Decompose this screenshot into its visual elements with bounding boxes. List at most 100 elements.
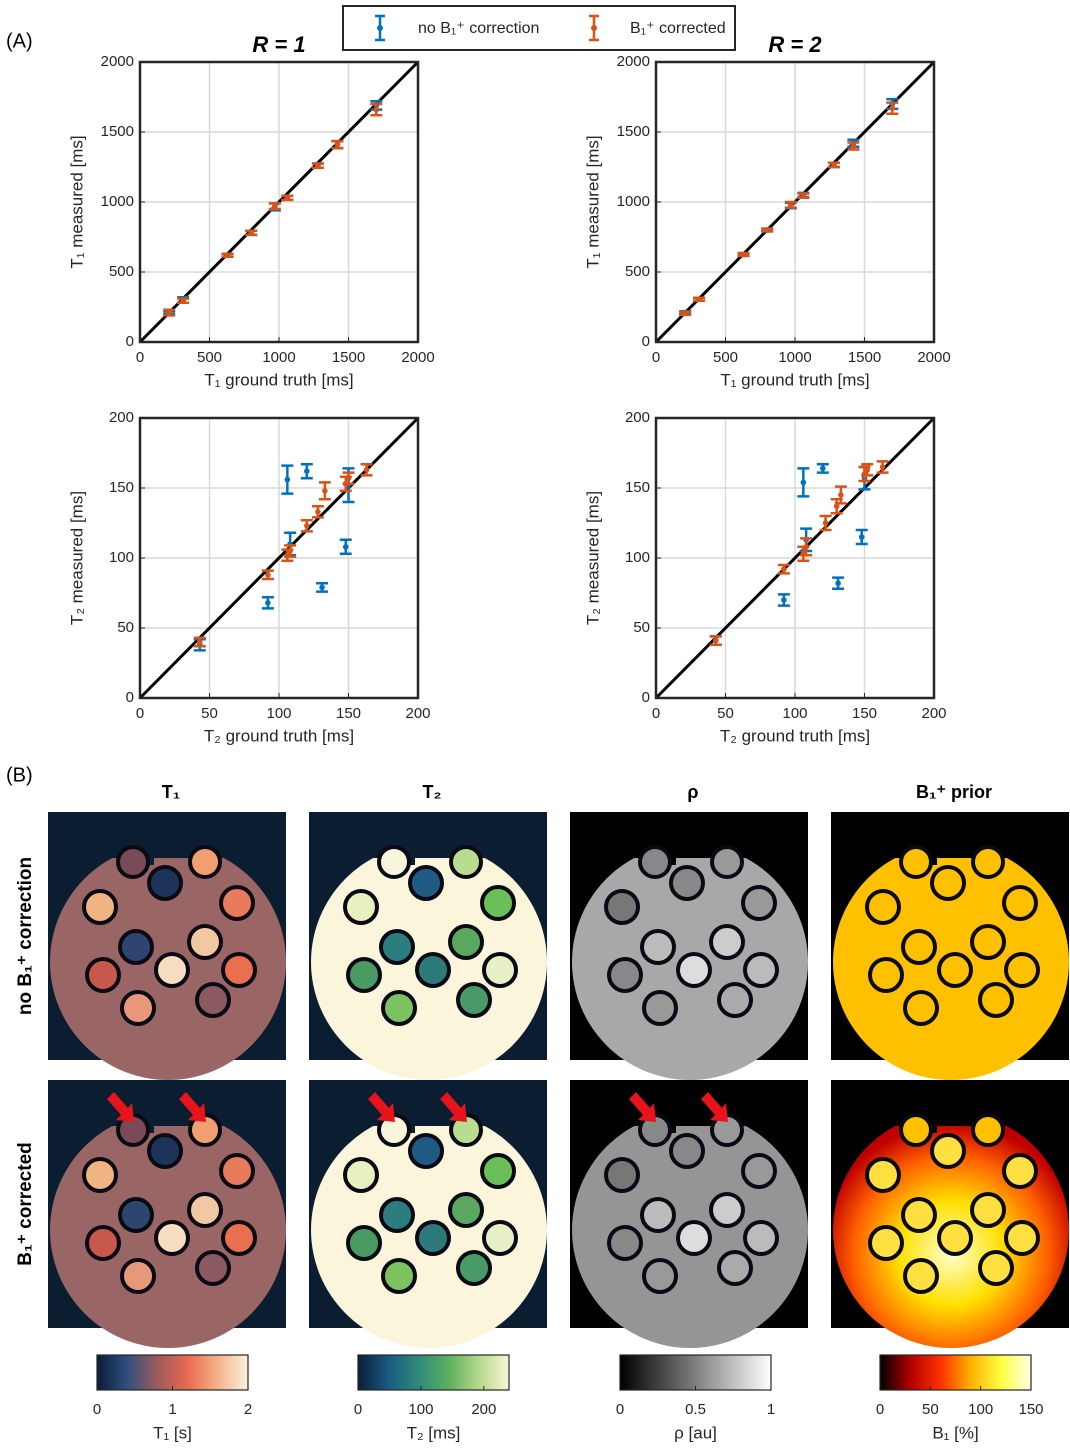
y-tick-label: 150 (625, 479, 650, 496)
vial (450, 926, 482, 958)
vial (84, 1159, 116, 1191)
vial (197, 984, 229, 1016)
vial (383, 992, 415, 1024)
x-tick-label: 100 (266, 705, 291, 722)
colorbar-tick-label: 0 (876, 1401, 884, 1418)
vial (1006, 1222, 1038, 1254)
vial (932, 867, 964, 899)
data-point (781, 597, 787, 603)
colorbar (880, 1355, 1031, 1390)
y-tick-label: 1000 (101, 193, 134, 210)
colorbar (620, 1355, 771, 1390)
vial (972, 926, 1004, 958)
vial (223, 1222, 255, 1254)
data-point (225, 252, 231, 258)
colorbar-tick-label: 200 (471, 1401, 496, 1418)
data-point (265, 600, 271, 606)
data-point (801, 193, 807, 199)
vial (84, 891, 116, 923)
vial (410, 867, 442, 899)
data-point (880, 464, 886, 470)
vial (901, 847, 931, 877)
notch (780, 858, 786, 865)
x-axis-label: T₂ ground truth [ms] (204, 726, 354, 745)
x-tick-label: 2000 (401, 349, 434, 366)
vial (901, 1115, 931, 1145)
vial (221, 1155, 253, 1187)
vial (223, 954, 255, 986)
data-point (335, 142, 341, 148)
legend-label: no B₁⁺ correction (418, 20, 539, 37)
colorbar-tick-label: 0 (616, 1401, 624, 1418)
column-title: T₂ (423, 782, 442, 802)
vial (345, 1159, 377, 1191)
notch (780, 1126, 786, 1133)
vial (156, 1222, 188, 1254)
notch (1041, 858, 1047, 865)
y-axis-label: T₁ measured [ms] (67, 135, 86, 268)
data-point (343, 544, 349, 550)
colorbar-tick-label: 1 (168, 1401, 176, 1418)
vial (410, 1135, 442, 1167)
phantom-image (831, 812, 1069, 1080)
vial (642, 1199, 674, 1231)
vial (973, 1115, 1003, 1145)
y-tick-label: 150 (109, 479, 134, 496)
data-point (285, 195, 291, 201)
data-point (315, 509, 321, 515)
x-tick-label: 150 (336, 705, 361, 722)
data-point (820, 466, 826, 472)
colorbar-tick-label: 0.5 (685, 1401, 706, 1418)
vial (381, 931, 413, 963)
vial (972, 1194, 1004, 1226)
vial (640, 847, 670, 877)
data-point (315, 163, 321, 169)
x-tick-label: 1500 (332, 349, 365, 366)
vial (484, 1222, 516, 1254)
x-tick-label: 50 (717, 705, 734, 722)
y-tick-label: 100 (109, 549, 134, 566)
data-point (859, 534, 865, 540)
data-point (831, 162, 837, 168)
vial (903, 931, 935, 963)
vial (450, 1194, 482, 1226)
colorbar-tick-label: 0 (354, 1401, 362, 1418)
data-point (304, 523, 310, 529)
data-point (272, 203, 278, 209)
y-tick-label: 200 (625, 409, 650, 426)
vial (379, 847, 409, 877)
vial (1006, 954, 1038, 986)
data-point (864, 467, 870, 473)
vial (189, 1194, 221, 1226)
y-tick-label: 0 (642, 333, 650, 350)
phantom-image (570, 1080, 808, 1348)
vial (870, 1227, 902, 1259)
data-point (304, 468, 310, 474)
data-point (322, 488, 328, 494)
vial (606, 1159, 638, 1191)
vial (867, 1159, 899, 1191)
phantom-image (309, 1080, 547, 1348)
colorbar-tick-label: 0 (93, 1401, 101, 1418)
y-axis-label: T₂ measured [ms] (583, 491, 602, 625)
colorbar-tick-label: 1 (767, 1401, 775, 1418)
vial (719, 984, 751, 1016)
x-tick-label: 500 (197, 349, 222, 366)
vial (870, 959, 902, 991)
x-tick-label: 0 (136, 349, 144, 366)
vial (122, 1260, 154, 1292)
x-tick-label: 500 (713, 349, 738, 366)
vial (458, 984, 490, 1016)
data-point (801, 480, 807, 486)
vial (458, 1252, 490, 1284)
y-tick-label: 0 (642, 689, 650, 706)
vial (149, 867, 181, 899)
x-tick-label: 1000 (778, 349, 811, 366)
data-point (803, 544, 809, 550)
data-point (890, 105, 896, 111)
data-point (835, 580, 841, 586)
vial (719, 1252, 751, 1284)
vial (606, 891, 638, 923)
vial (644, 1260, 676, 1292)
vial (149, 1135, 181, 1167)
